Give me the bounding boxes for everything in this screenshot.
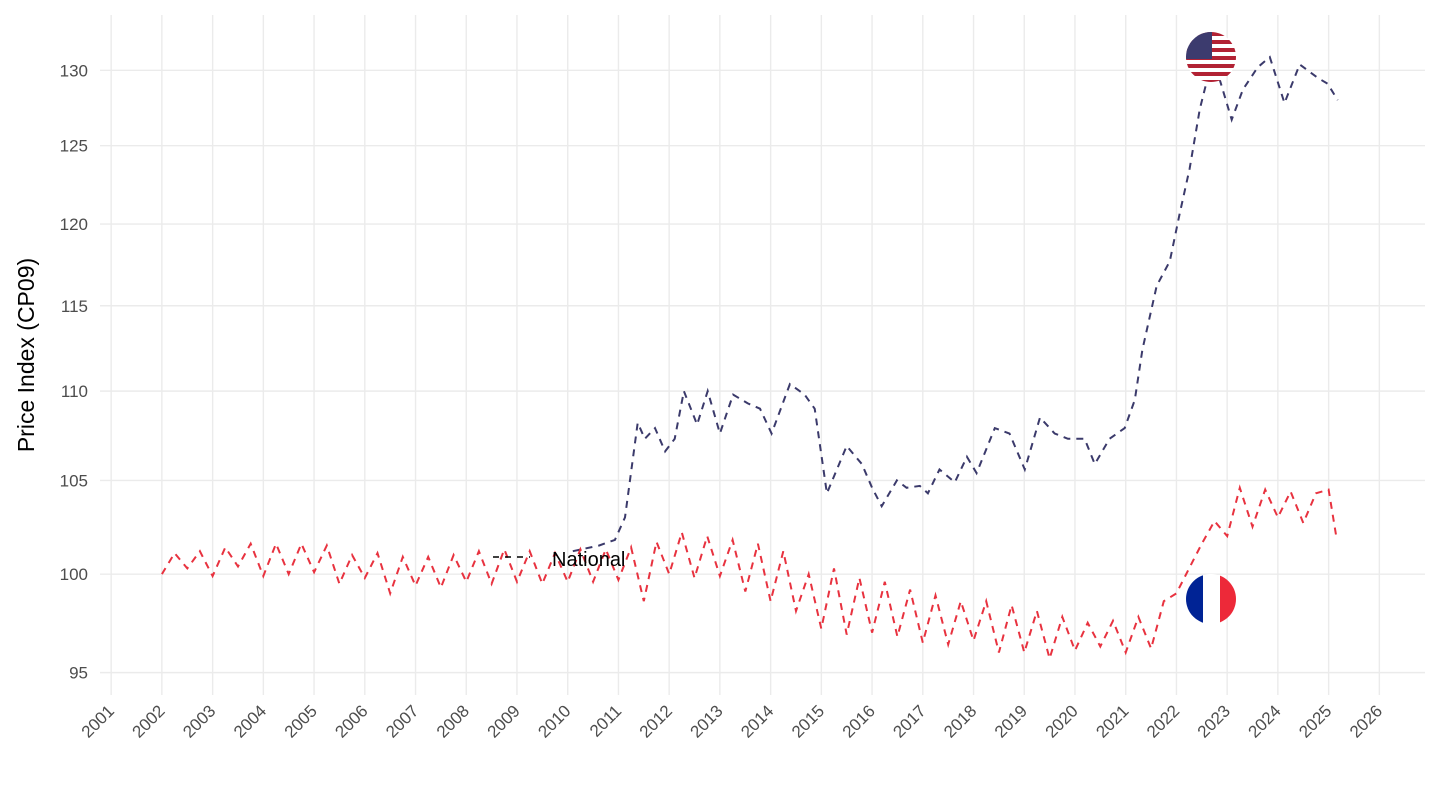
x-tick-label: 2014 [737,701,777,741]
x-tick-label: 2024 [1245,701,1285,741]
x-tick-label: 2007 [382,701,422,741]
y-tick-label: 130 [60,61,88,80]
x-tick-label: 2009 [484,701,524,741]
x-tick-label: 2026 [1346,701,1386,741]
x-tick-label: 2012 [636,701,676,741]
x-tick-label: 2003 [179,701,219,741]
x-tick-label: 2023 [1194,701,1234,741]
x-tick-label: 2018 [940,701,980,741]
y-axis-label: Price Index (CP09) [13,258,39,452]
x-tick-label: 2008 [433,701,473,741]
us-flag [1186,32,1236,82]
legend: National [493,549,625,571]
x-tick-label: 2006 [331,701,371,741]
x-tick-label: 2025 [1295,701,1335,741]
series-line [572,55,1339,553]
y-tick-label: 100 [60,565,88,584]
x-tick-label: 2019 [991,701,1031,741]
y-tick-label: 120 [60,215,88,234]
y-tick-label: 125 [60,137,88,156]
x-tick-label: 2017 [889,701,929,741]
x-tick-label: 2016 [839,701,879,741]
france-flag [1186,574,1236,624]
x-tick-label: 2001 [78,701,118,741]
x-tick-label: 2020 [1042,701,1082,741]
x-tick-label: 2015 [788,701,828,741]
plot [161,55,1339,663]
x-tick-label: 2013 [687,701,727,741]
y-tick-label: 105 [60,471,88,490]
x-tick-label: 2002 [129,701,169,741]
x-tick-label: 2022 [1143,701,1183,741]
x-tick-label: 2004 [230,701,270,741]
series-line [161,484,1338,663]
y-tick-label: 95 [69,664,88,683]
x-tick-label: 2021 [1092,701,1132,741]
y-tick-label: 110 [61,382,88,401]
x-tick-label: 2010 [534,701,574,741]
grid [100,15,1425,695]
legend-label: National [552,549,625,571]
x-tick-label: 2005 [281,701,321,741]
y-tick-label: 115 [61,297,88,316]
x-tick-label: 2011 [586,701,625,740]
